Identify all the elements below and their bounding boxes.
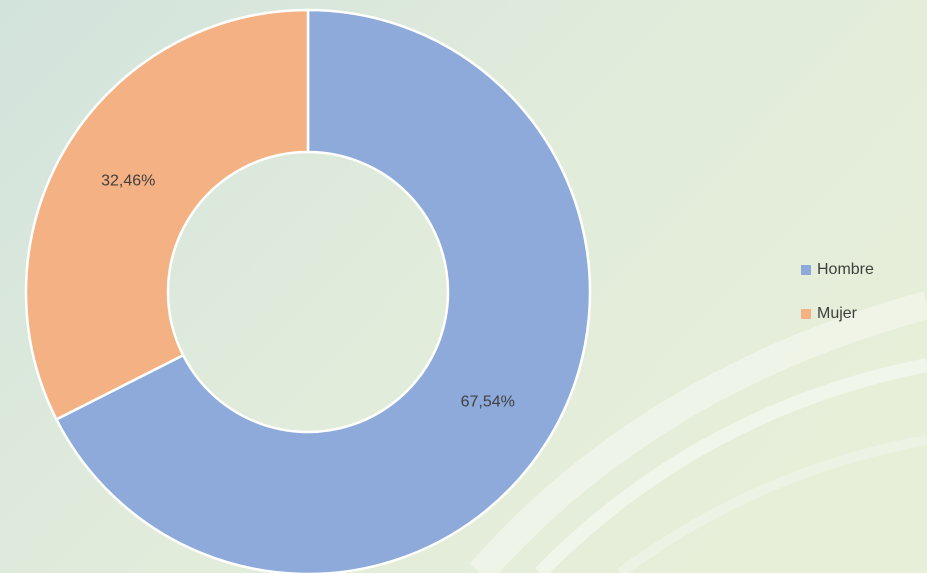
donut-slice xyxy=(24,8,310,422)
data-label: 32,46% xyxy=(101,173,155,190)
legend-swatch xyxy=(801,309,811,319)
data-label: 67,54% xyxy=(461,394,515,411)
decoration xyxy=(535,358,927,573)
legend-swatch xyxy=(801,265,811,275)
legend-label: Mujer xyxy=(817,305,858,322)
legend-label: Hombre xyxy=(817,261,874,278)
decoration xyxy=(469,291,927,573)
decoration xyxy=(617,435,927,573)
donut: 67,54% 32,46% xyxy=(24,8,592,573)
donut-slice xyxy=(54,8,592,573)
legend: Hombre Mujer xyxy=(801,261,874,322)
